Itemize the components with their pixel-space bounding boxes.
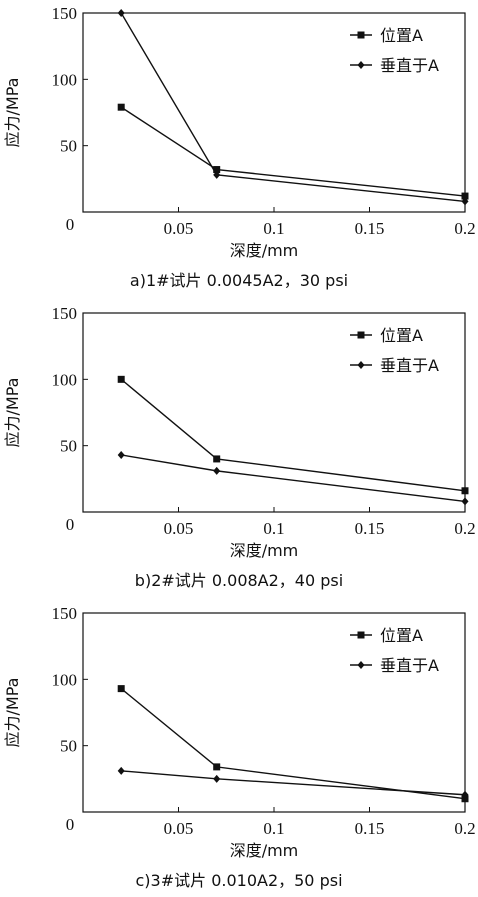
x-tick-label: 0.05: [164, 819, 194, 838]
chart-b: 50 100 150 0 0.05 0.1 0.15 0.2 深度/mm 应力/MPa b)2#试片…: [3, 304, 476, 590]
data-point-perpendicular-a: [461, 497, 469, 506]
y-tick-label: 150: [52, 304, 78, 323]
legend-label: 垂直于A: [380, 56, 439, 75]
data-point-position-a: [117, 685, 125, 693]
x-tick-label: 0: [66, 815, 75, 834]
legend-marker-square: [357, 31, 365, 39]
x-tick-label: 0.15: [355, 219, 385, 238]
data-point-perpendicular-a: [117, 9, 125, 17]
legend-label: 位置A: [380, 326, 423, 345]
chart-c: 50 100 150 0 0.05 0.1 0.15 0.2 深度/mm 应力/MPa c)3#试片…: [3, 604, 476, 890]
x-tick-label: 0.1: [263, 519, 284, 538]
x-tick-label: 0.1: [263, 219, 284, 238]
y-axis-label: 应力/MPa: [3, 678, 22, 748]
series-line-perpendicular-a: [121, 454, 466, 503]
legend-label: 垂直于A: [380, 356, 439, 375]
data-point-position-a: [213, 763, 221, 771]
legend-marker-diamond: [357, 61, 365, 69]
data-point-position-a: [117, 375, 125, 383]
x-tick-label: 0: [66, 515, 75, 534]
data-point-perpendicular-a: [461, 790, 469, 799]
legend-marker-square: [357, 631, 365, 639]
legend-label: 垂直于A: [380, 656, 439, 675]
x-tick-label: 0.15: [355, 819, 385, 838]
chart-caption: c)3#试片 0.010A2，50 psi: [135, 871, 342, 890]
y-tick-label: 150: [52, 604, 78, 623]
legend-marker-square: [357, 331, 365, 339]
series-line-position-a: [120, 688, 466, 800]
data-point-position-a: [213, 455, 221, 463]
chart-panel-a: 50 100 150 0 0.05 0.1 0.15 0.2 深度/mm 应力/MPa a)1#试片…: [0, 0, 478, 300]
data-point-position-a: [461, 192, 469, 200]
y-tick-label: 100: [52, 370, 78, 389]
x-axis-label: 深度/mm: [230, 841, 299, 860]
y-tick-label: 50: [60, 137, 77, 156]
data-point-position-a: [461, 487, 469, 495]
data-point-perpendicular-a: [117, 450, 125, 459]
x-tick-label: 0.1: [263, 819, 284, 838]
data-point-perpendicular-a: [213, 774, 221, 783]
chart-caption: b)2#试片 0.008A2，40 psi: [135, 571, 343, 590]
series-line-perpendicular-a: [121, 770, 466, 796]
y-axis-label: 应力/MPa: [3, 78, 22, 148]
chart-a: 50 100 150 0 0.05 0.1 0.15 0.2 深度/mm 应力/MPa a)1#试片…: [3, 4, 476, 290]
x-tick-label: 0.05: [164, 519, 194, 538]
y-tick-label: 50: [60, 437, 77, 456]
data-point-position-a: [213, 166, 221, 174]
legend-marker-diamond: [357, 361, 365, 369]
data-point-perpendicular-a: [461, 197, 469, 206]
y-tick-label: 100: [52, 70, 78, 89]
y-axis-label: 应力/MPa: [3, 378, 22, 448]
data-point-perpendicular-a: [213, 170, 221, 179]
y-tick-label: 50: [60, 737, 77, 756]
x-tick-label: 0.2: [454, 519, 475, 538]
x-tick-label: 0.2: [454, 219, 475, 238]
x-axis-label: 深度/mm: [230, 541, 299, 560]
chart-panel-c: 50 100 150 0 0.05 0.1 0.15 0.2 深度/mm 应力/MPa c)3#试片…: [0, 600, 478, 897]
data-point-position-a: [117, 103, 125, 111]
x-axis-label: 深度/mm: [230, 241, 299, 260]
x-tick-label: 0.15: [355, 519, 385, 538]
chart-panel-b: 50 100 150 0 0.05 0.1 0.15 0.2 深度/mm 应力/MPa b)2#试片…: [0, 300, 478, 600]
chart-caption: a)1#试片 0.0045A2，30 psi: [130, 271, 348, 290]
y-tick-label: 150: [52, 4, 78, 23]
y-tick-label: 100: [52, 670, 78, 689]
x-tick-label: 0.2: [454, 819, 475, 838]
data-point-perpendicular-a: [213, 466, 221, 475]
legend-label: 位置A: [380, 626, 423, 645]
x-tick-label: 0.05: [164, 219, 194, 238]
data-point-perpendicular-a: [117, 766, 125, 775]
legend-label: 位置A: [380, 26, 423, 45]
legend-marker-diamond: [357, 661, 365, 669]
series-line-position-a: [120, 378, 466, 492]
x-tick-label: 0: [66, 215, 75, 234]
